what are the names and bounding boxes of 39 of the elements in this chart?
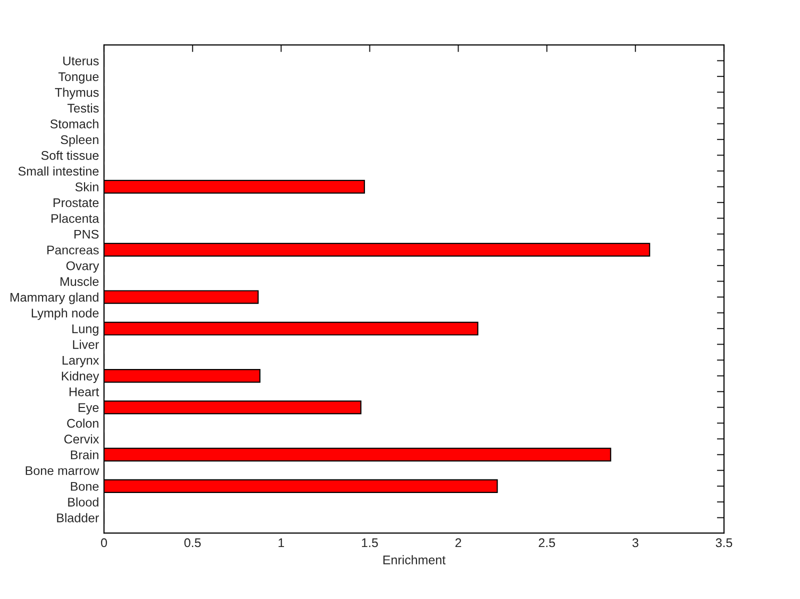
y-tick-label: Bone: [70, 482, 99, 491]
x-tick-label: 1.5: [362, 538, 378, 548]
y-tick-label: Blood: [68, 497, 98, 507]
y-tick-label: Colon: [67, 418, 98, 428]
y-tick-label: Placenta: [52, 214, 100, 223]
y-tick-label: Lung: [72, 324, 98, 336]
y-tick-label: Cervix: [64, 434, 100, 444]
y-tick-label: Liver: [73, 340, 99, 349]
y-tick-label: Soft tissue: [41, 150, 99, 160]
x-tick-label: 0.5: [184, 538, 201, 548]
x-tick-label: 0: [101, 538, 107, 548]
y-tick-label: Bone marrow: [26, 466, 100, 476]
y-tick-label: Mammary gland: [10, 292, 98, 304]
x-tick-label: 1: [278, 538, 284, 548]
y-tick-label: Pancreas: [47, 246, 99, 254]
y-tick-label: Lymph node: [32, 308, 99, 320]
x-tick-label: 2: [455, 538, 462, 548]
y-tick-label: Small intestine: [18, 166, 99, 176]
y-tick-label: Thymus: [54, 88, 99, 100]
y-tick-label: Eye: [78, 403, 99, 414]
y-tick-label: Kidney: [62, 371, 100, 383]
x-tick-label: 3.5: [716, 538, 732, 548]
y-tick-label: Spleen: [60, 134, 98, 147]
y-tick-label: Muscle: [60, 276, 99, 286]
y-tick-label: Tongue: [58, 72, 99, 84]
y-tick-label: Larynx: [62, 356, 100, 368]
y-tick-label: Uterus: [63, 56, 99, 66]
x-tick-label: 2.5: [538, 538, 556, 548]
y-tick-label: Testis: [67, 103, 99, 113]
y-tick-label: Brain: [70, 450, 98, 460]
x-tick-label: 3: [632, 538, 638, 548]
y-tick-label: Heart: [70, 388, 100, 396]
y-tick-label: Stomach: [50, 119, 98, 128]
y-tick-label: Prostate: [54, 198, 99, 208]
x-axis-title: Enrichment: [383, 555, 446, 564]
y-tick-label: Bladder: [57, 513, 99, 522]
y-tick-label: Skin: [75, 182, 98, 192]
y-tick-label: PNS: [74, 230, 99, 239]
y-tick-label: Ovary: [66, 261, 100, 273]
